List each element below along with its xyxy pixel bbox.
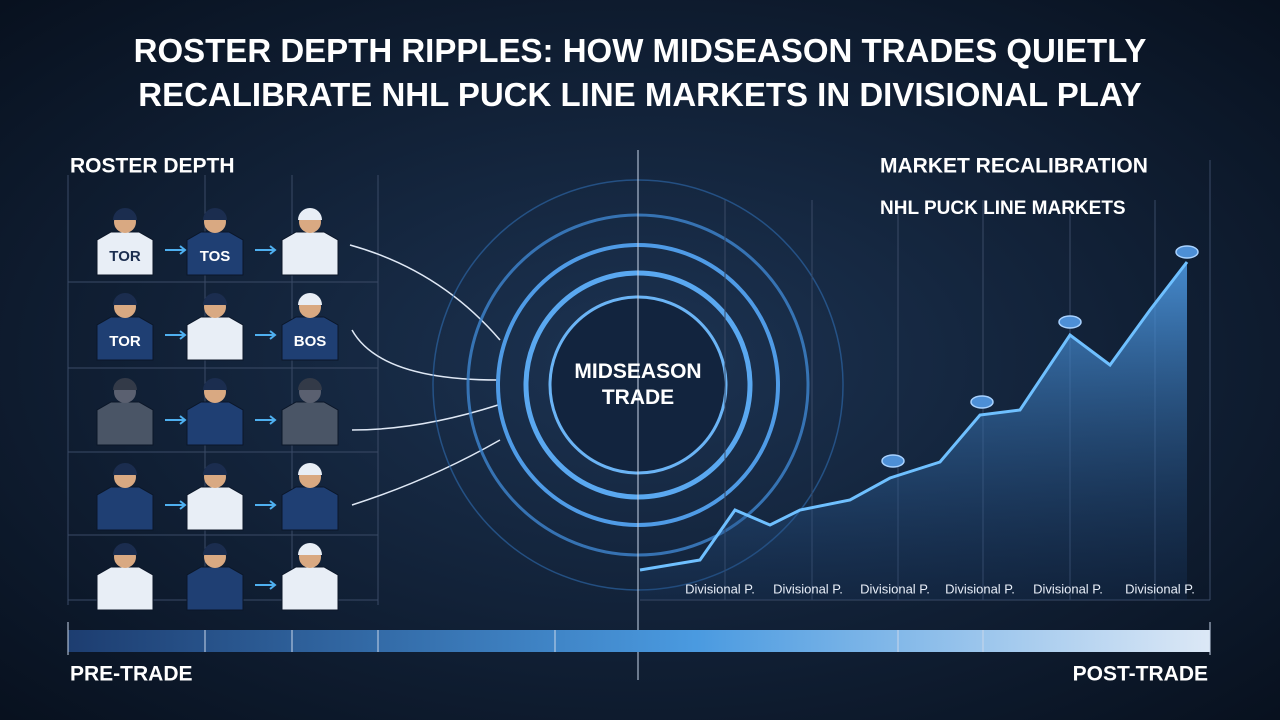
helmet bbox=[298, 208, 322, 220]
arrow bbox=[255, 330, 277, 340]
arrow bbox=[165, 330, 187, 340]
arrow bbox=[255, 415, 277, 425]
player: BOS bbox=[281, 293, 339, 361]
x-label: Divisional P. bbox=[860, 581, 930, 596]
arrow bbox=[255, 500, 277, 510]
helmet bbox=[203, 463, 227, 475]
player bbox=[96, 463, 154, 531]
center-label: MIDSEASON TRADE bbox=[574, 360, 701, 409]
helmet bbox=[298, 293, 322, 305]
text-line: TRADE bbox=[602, 386, 674, 409]
player bbox=[186, 293, 244, 361]
timeline-end: POST-TRADE bbox=[1073, 663, 1208, 686]
player bbox=[281, 463, 339, 531]
jersey bbox=[281, 231, 339, 276]
jersey-label: BOS bbox=[294, 333, 327, 350]
arrow bbox=[255, 580, 277, 590]
timeline-bar bbox=[68, 630, 1210, 652]
player: TOR bbox=[96, 293, 154, 361]
jersey bbox=[186, 231, 244, 276]
player bbox=[281, 378, 339, 446]
text-line: ROSTER DEPTH RIPPLES: HOW MIDSEASON TRAD… bbox=[134, 32, 1147, 69]
player bbox=[281, 543, 339, 611]
ripples bbox=[432, 150, 844, 680]
arrow bbox=[165, 500, 187, 510]
jersey bbox=[281, 316, 339, 361]
jersey bbox=[96, 401, 154, 446]
x-label: Divisional P. bbox=[1033, 581, 1103, 596]
helmet bbox=[298, 378, 322, 390]
jersey bbox=[186, 486, 244, 531]
jersey bbox=[281, 486, 339, 531]
helmet bbox=[113, 293, 137, 305]
player bbox=[186, 378, 244, 446]
text-line: RECALIBRATE NHL PUCK LINE MARKETS IN DIV… bbox=[138, 76, 1142, 113]
player bbox=[186, 543, 244, 611]
right-title: MARKET RECALIBRATION bbox=[880, 155, 1148, 178]
helmet bbox=[113, 378, 137, 390]
left-title: ROSTER DEPTH bbox=[70, 155, 235, 178]
jersey bbox=[96, 566, 154, 611]
arrow bbox=[255, 245, 277, 255]
x-label: Divisional P. bbox=[1125, 581, 1195, 596]
arrows bbox=[349, 244, 501, 506]
helmet bbox=[203, 293, 227, 305]
helmet bbox=[203, 543, 227, 555]
timeline-ticks bbox=[67, 622, 1211, 655]
player: TOR bbox=[96, 208, 154, 276]
jersey bbox=[186, 401, 244, 446]
market-area bbox=[640, 262, 1187, 600]
right-subtitle: NHL PUCK LINE MARKETS bbox=[880, 198, 1126, 219]
helmet bbox=[298, 543, 322, 555]
jersey-label: TOR bbox=[109, 333, 141, 350]
jersey bbox=[96, 486, 154, 531]
text-line: MIDSEASON bbox=[574, 360, 701, 383]
title: ROSTER DEPTH RIPPLES: HOW MIDSEASON TRAD… bbox=[134, 32, 1147, 113]
timeline-start: PRE-TRADE bbox=[70, 663, 193, 686]
jersey bbox=[186, 316, 244, 361]
player bbox=[96, 378, 154, 446]
pucks bbox=[881, 245, 1199, 468]
jersey bbox=[281, 401, 339, 446]
x-label: Divisional P. bbox=[685, 581, 755, 596]
jersey bbox=[186, 566, 244, 611]
x-label: Divisional P. bbox=[773, 581, 843, 596]
arrow bbox=[165, 245, 187, 255]
helmet bbox=[113, 543, 137, 555]
jersey-label: TOR bbox=[109, 248, 141, 265]
x-label: Divisional P. bbox=[945, 581, 1015, 596]
jersey bbox=[96, 231, 154, 276]
jersey-label: TOS bbox=[200, 248, 231, 265]
arrow bbox=[165, 415, 187, 425]
jersey bbox=[281, 566, 339, 611]
helmet bbox=[298, 463, 322, 475]
market-line bbox=[639, 261, 1189, 572]
helmet bbox=[203, 378, 227, 390]
helmet bbox=[113, 208, 137, 220]
player bbox=[186, 463, 244, 531]
player bbox=[281, 208, 339, 276]
helmet bbox=[113, 463, 137, 475]
player bbox=[96, 543, 154, 611]
helmet bbox=[203, 208, 227, 220]
player: TOS bbox=[186, 208, 244, 276]
jersey bbox=[96, 316, 154, 361]
